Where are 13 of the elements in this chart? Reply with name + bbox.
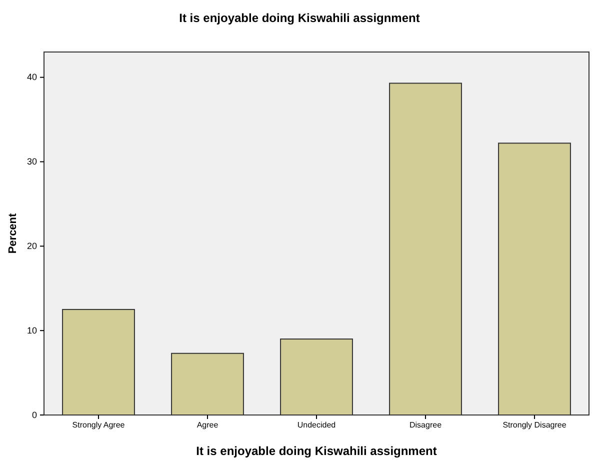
x-tick-label: Undecided <box>297 420 336 430</box>
y-tick-label: 30 <box>26 156 37 167</box>
chart-title: It is enjoyable doing Kiswahili assignment <box>179 11 420 25</box>
y-tick-label: 40 <box>26 72 37 82</box>
x-tick-label: Disagree <box>409 420 442 430</box>
x-axis-title: It is enjoyable doing Kiswahili assignment <box>196 444 437 458</box>
y-tick-label: 0 <box>32 410 37 420</box>
x-tick-label: Strongly Disagree <box>502 420 567 430</box>
y-axis-title: Percent <box>7 212 19 254</box>
y-tick-label: 10 <box>26 325 37 336</box>
x-tick-label: Agree <box>196 420 219 430</box>
y-tick-label: 20 <box>26 241 37 252</box>
x-tick-label: Strongly Agree <box>72 420 126 430</box>
